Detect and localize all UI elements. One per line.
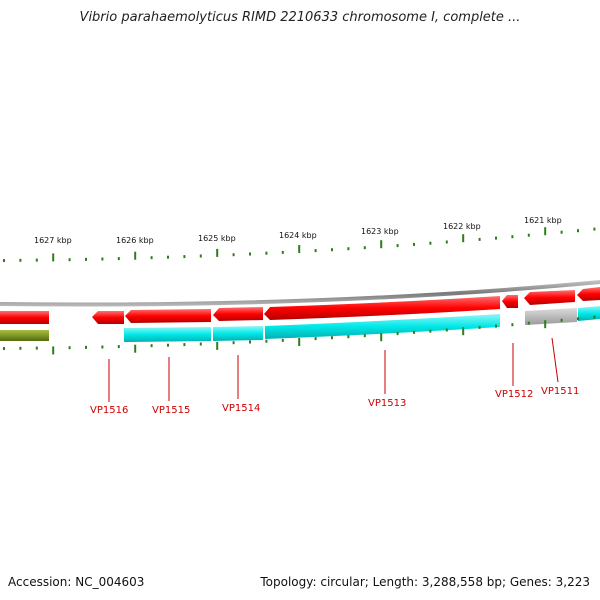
accession-text: Accession: NC_004603 — [8, 575, 145, 589]
cyan-feature-4 — [578, 306, 600, 321]
ruler-label-1622: 1622 kbp — [443, 222, 481, 231]
gene-leader-lines — [108, 337, 559, 402]
gene-label-vp1513: VP1513 — [368, 398, 406, 409]
gene-arrow-vp1512 — [502, 295, 518, 308]
gene-label-vp1514: VP1514 — [222, 403, 260, 414]
gene-arrow-vp1511 — [524, 290, 575, 305]
feature-track — [0, 287, 600, 342]
leader-vp1511 — [551, 337, 559, 383]
cyan-feature-2 — [213, 326, 263, 341]
ruler-label-1621: 1621 kbp — [524, 216, 562, 225]
gene-arrow-left-partial — [0, 311, 49, 324]
cyan-feature-3 — [265, 314, 500, 339]
gene-arrow-right-partial — [577, 287, 600, 301]
gene-arrow-vp1515 — [125, 309, 211, 323]
genome-backbone — [0, 280, 600, 307]
ruler-ticks-bottom — [3, 315, 596, 355]
ruler-label-1624: 1624 kbp — [279, 231, 317, 240]
cyan-feature-1 — [124, 327, 211, 342]
gene-labels: VP1516 VP1515 VP1514 VP1513 VP1512 VP151… — [90, 386, 579, 416]
gray-feature — [525, 308, 577, 325]
gene-arrow-vp1514 — [213, 307, 263, 321]
ruler-labels: 1627 kbp 1626 kbp 1625 kbp 1624 kbp 1623… — [34, 216, 562, 245]
gene-label-vp1512: VP1512 — [495, 389, 533, 400]
genome-summary-text: Topology: circular; Length: 3,288,558 bp… — [260, 575, 590, 589]
ruler-label-1623: 1623 kbp — [361, 227, 399, 236]
gene-arrow-vp1516 — [92, 311, 124, 324]
ruler-ticks-top — [3, 227, 596, 262]
gene-label-vp1516: VP1516 — [90, 405, 128, 416]
olive-feature — [0, 330, 49, 341]
ruler-label-1626: 1626 kbp — [116, 236, 154, 245]
gene-label-vp1511: VP1511 — [541, 386, 579, 397]
ruler-label-1627: 1627 kbp — [34, 236, 72, 245]
map-title: Vibrio parahaemolyticus RIMD 2210633 chr… — [79, 10, 521, 25]
gene-arrow-vp1513 — [264, 296, 500, 320]
ruler-label-1625: 1625 kbp — [198, 234, 236, 243]
gene-label-vp1515: VP1515 — [152, 405, 190, 416]
